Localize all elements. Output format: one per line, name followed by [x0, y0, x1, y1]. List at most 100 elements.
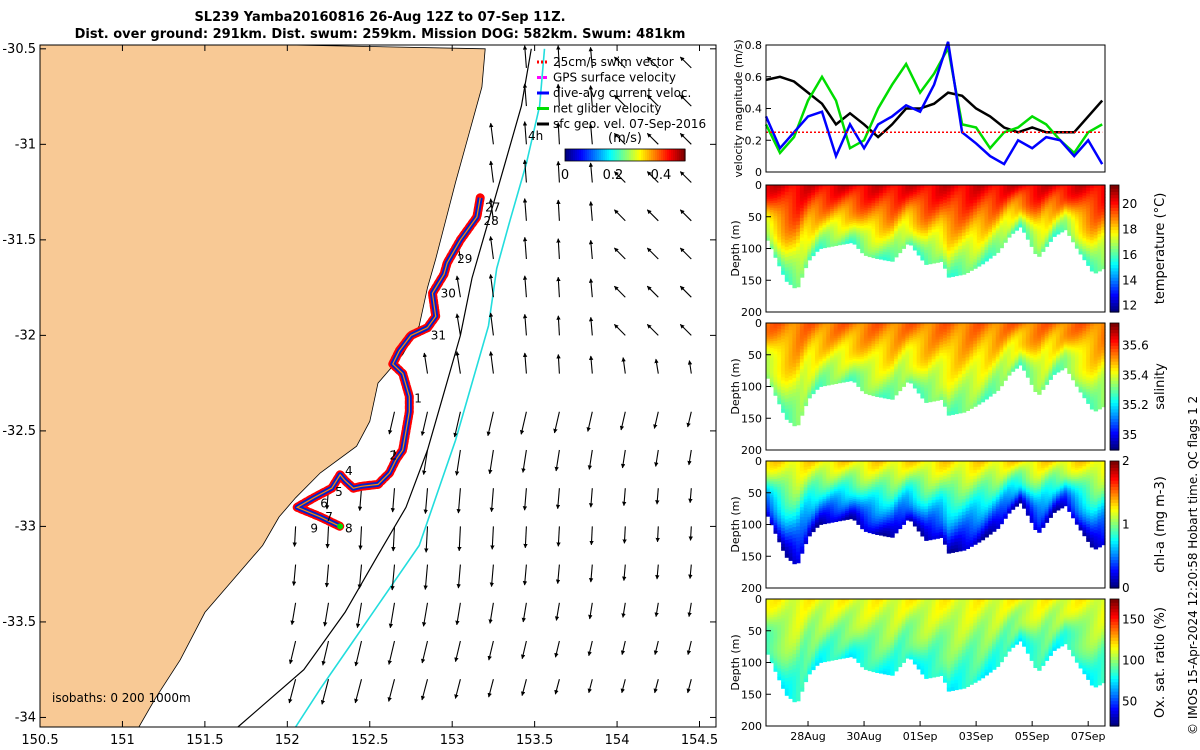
section-cell: [969, 245, 974, 250]
section-cell: [935, 339, 940, 343]
section-cell: [890, 355, 895, 359]
section-cell: [1018, 343, 1023, 346]
section-cell: [961, 393, 967, 397]
velocity-arrow: [556, 160, 561, 183]
section-cell: [909, 232, 914, 235]
section-cell: [788, 227, 793, 232]
section-cell: [1041, 232, 1046, 236]
section-cell: [788, 351, 793, 356]
section-cell: [984, 209, 989, 213]
section-cell: [818, 354, 824, 358]
section-cell: [886, 344, 891, 348]
section-cell: [811, 358, 816, 362]
velocity-arrow: [688, 526, 693, 541]
section-cell: [815, 339, 820, 343]
section-cell: [984, 241, 989, 246]
section-cell: [1052, 221, 1057, 225]
section-cell: [815, 386, 820, 390]
section-cell: [784, 402, 790, 406]
section-cell: [766, 334, 771, 338]
section-cell: [950, 269, 955, 274]
section-cell: [969, 405, 974, 409]
section-cell: [773, 252, 778, 256]
section-cell: [1093, 207, 1099, 211]
section-cell: [830, 375, 835, 379]
section-cell: [826, 211, 831, 215]
section-cell: [1025, 323, 1031, 326]
section-cell: [781, 251, 786, 256]
section-cell: [856, 198, 861, 202]
section-cell: [958, 371, 963, 375]
section-cell: [882, 249, 888, 253]
section-cell: [784, 412, 790, 417]
section-cell: [882, 214, 888, 218]
section-cell: [954, 207, 959, 212]
section-cell: [1010, 188, 1016, 191]
section-cell: [769, 361, 775, 365]
section-cell: [1097, 246, 1102, 250]
section-cell: [841, 204, 846, 207]
section-cell: [943, 391, 948, 395]
section-cell: [1089, 252, 1095, 257]
section-cell: [901, 368, 906, 372]
section-cell: [988, 232, 993, 236]
section-cell: [848, 374, 854, 378]
section-ytick-label: 0: [755, 179, 762, 192]
section-cell: [811, 250, 816, 254]
section-cell: [833, 333, 839, 337]
velocity-arrow: [486, 411, 494, 437]
section-cell: [830, 211, 835, 214]
track-day-label: 1: [414, 391, 422, 405]
section-cell: [916, 365, 922, 369]
section-cell: [1048, 185, 1053, 188]
section-cell: [807, 331, 812, 335]
section-cell: [973, 323, 978, 327]
section-cell: [837, 225, 842, 229]
section-cell: [995, 225, 1001, 229]
section-cell: [939, 190, 944, 194]
section-cell: [1074, 221, 1080, 224]
section-cell: [1071, 231, 1076, 235]
section-colorbar-cell: [1110, 308, 1119, 313]
section-cell: [988, 393, 993, 397]
velocity-arrow: [423, 488, 429, 515]
section-cell: [1010, 193, 1016, 196]
colorbar-cell: [583, 149, 586, 161]
section-cell: [946, 194, 952, 199]
section-cell: [856, 225, 861, 229]
section-cell: [912, 185, 918, 188]
section-cell: [1041, 194, 1046, 198]
section-cell: [799, 191, 805, 196]
section-cell: [799, 408, 805, 413]
section-cell: [939, 336, 944, 340]
section-cell: [867, 190, 873, 194]
section-cell: [1067, 224, 1072, 227]
section-cell: [1007, 332, 1012, 335]
section-cell: [781, 267, 786, 272]
section-cell: [924, 253, 929, 257]
section-cell: [973, 217, 978, 222]
section-cell: [822, 236, 827, 240]
section-cell: [848, 360, 854, 363]
section-cell: [1025, 326, 1031, 330]
section-cell: [1086, 210, 1091, 215]
section-cell: [833, 200, 839, 203]
section-cell: [1029, 233, 1035, 236]
section-cell: [931, 353, 937, 357]
section-cell: [807, 323, 812, 327]
section-cell: [815, 239, 820, 243]
section-cell: [777, 337, 782, 341]
section-cell: [807, 254, 812, 258]
section-cell: [905, 339, 910, 343]
section-cell: [1003, 376, 1008, 379]
section-cell: [1003, 217, 1008, 221]
section-cell: [863, 355, 869, 359]
section-cell: [969, 242, 974, 247]
velocity-arrow: [291, 564, 297, 586]
section-cell: [1052, 218, 1057, 221]
section-cell: [920, 381, 925, 386]
section-cell: [818, 370, 824, 374]
section-cell: [848, 226, 854, 229]
section-cell: [935, 331, 940, 335]
section-cell: [1048, 219, 1053, 222]
